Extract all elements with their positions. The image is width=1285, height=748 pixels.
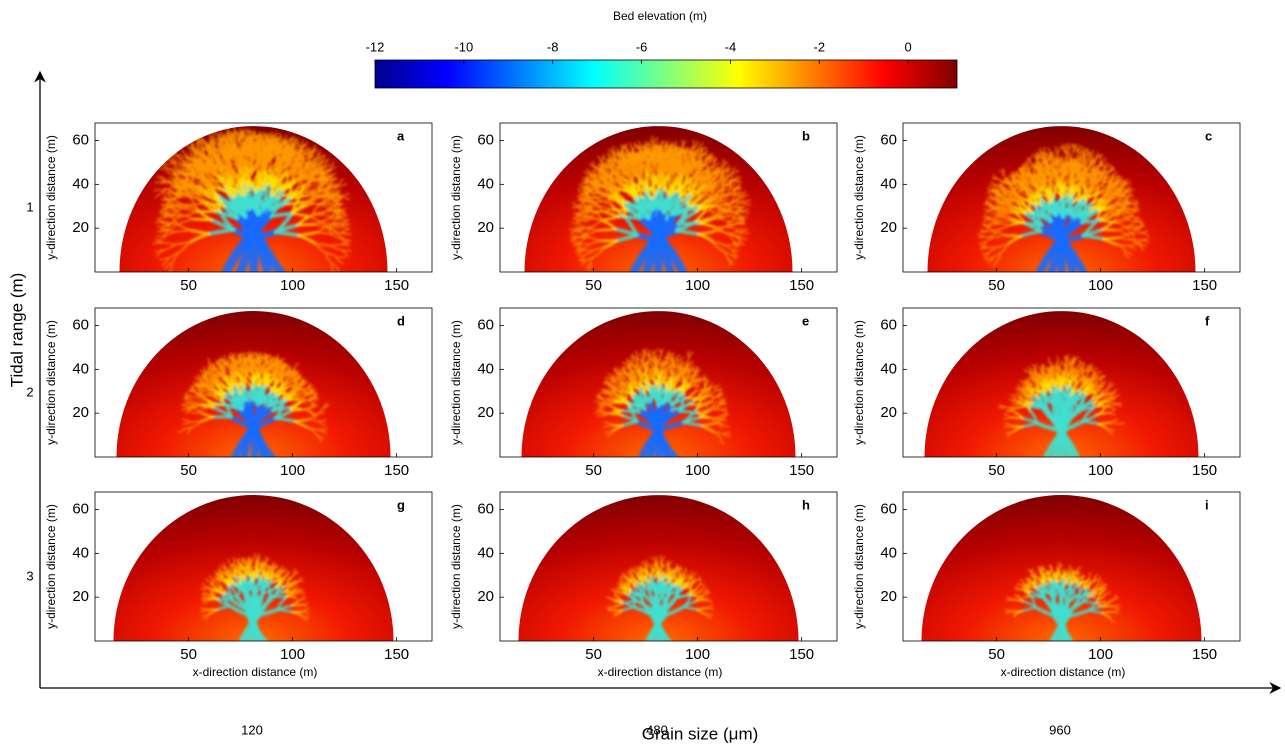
channel [1000,220,1011,221]
channel [1135,220,1141,221]
channel [619,216,640,218]
channel [242,373,243,381]
channel [599,229,616,230]
x-tick-label: 150 [384,462,409,479]
panel-label: a [397,128,405,143]
channel [716,227,728,228]
channel [213,405,225,406]
channel [1103,166,1104,172]
x-tick-label: 50 [585,277,602,294]
channel [682,140,683,148]
panel-label: c [1205,128,1212,143]
row-label: 2 [26,384,33,399]
colorbar-tick-label: 0 [905,39,912,54]
channel [298,224,315,225]
colorbar-title: Bed elevation (m) [613,9,707,23]
row-label: 3 [26,568,33,583]
y-tick-label: 20 [880,219,897,236]
channel [303,409,311,410]
channel [159,169,169,170]
channel [195,186,212,187]
channel [276,132,277,142]
column-label: 960 [1049,722,1071,737]
panel: a 50 100 150 20 40 60 y-direction distance (m) [44,123,432,294]
panel: e50100150204060y-direction distance (m) [449,308,837,479]
y-tick-label: 60 [72,131,89,148]
channel [1047,159,1048,166]
channel [1082,159,1083,166]
colorbar [375,60,957,88]
y-tick-label: 60 [72,316,89,333]
x-tick-label: 150 [789,277,814,294]
channel [214,149,215,158]
channel [1005,235,1021,236]
row-label: 1 [26,199,33,214]
channel [194,219,212,220]
channel [585,250,593,251]
x-tick-label: 150 [1192,277,1217,294]
x-tick-label: 150 [384,277,409,294]
channel [737,207,745,208]
column-label: 480 [646,722,668,737]
x-tick-label: 50 [180,462,197,479]
y-axis-label: y-direction distance (m) [44,320,58,445]
y-axis-label: y-direction distance (m) [44,135,58,260]
y-tick-label: 40 [72,360,89,377]
y-tick-label: 60 [880,131,897,148]
channel [333,195,341,196]
channel [165,164,175,165]
panel-label: d [397,313,405,328]
colorbar-tick-label: -12 [366,39,385,54]
panel-label: b [802,128,810,143]
y-tick-label: 20 [477,219,494,236]
outer-y-label: Tidal range (m) [7,273,26,388]
y-tick-label: 20 [72,219,89,236]
colorbar-tick-label: -4 [725,39,737,54]
panel: d 50 100 150 20 40 60 y-direction distance (m) [44,308,432,479]
x-tick-label: 100 [1088,277,1113,294]
channel [725,245,733,246]
colorbar-tick-label: -10 [454,39,473,54]
x-tick-label: 50 [988,277,1005,294]
channel [680,411,698,413]
y-tick-label: 60 [477,131,494,148]
channel [156,222,166,223]
y-tick-label: 20 [72,404,89,421]
y-tick-label: 40 [477,175,494,192]
channel [283,387,292,388]
x-tick-label: 50 [180,277,197,294]
channel [1102,230,1116,231]
colorbar-tick-label: -8 [547,39,559,54]
channel [715,205,723,206]
panel: b 50 100 150 20 40 60 y-direction distance (m) [449,123,837,294]
x-tick-label: 100 [280,277,305,294]
channel [1134,228,1140,229]
channel [569,229,576,230]
panel: c 50 100 150 20 40 60 y-direction distance (m) [852,123,1240,294]
column-label: 120 [241,722,263,737]
y-tick-label: 40 [880,175,897,192]
channel [583,216,591,217]
channel [985,219,992,220]
channel [308,195,322,196]
x-tick-label: 100 [280,462,305,479]
channel [1079,178,1080,189]
channel [1104,238,1120,239]
x-tick-label: 100 [685,277,710,294]
colorbar-tick-label: -6 [636,39,648,54]
channel [989,186,995,187]
channel [1115,209,1123,210]
y-tick-label: 40 [72,175,89,192]
y-axis-label: y-direction distance (m) [852,135,866,260]
channel [674,171,680,172]
y-axis-label: y-direction distance (m) [449,135,463,260]
colorbar-tick-label: -2 [813,39,825,54]
